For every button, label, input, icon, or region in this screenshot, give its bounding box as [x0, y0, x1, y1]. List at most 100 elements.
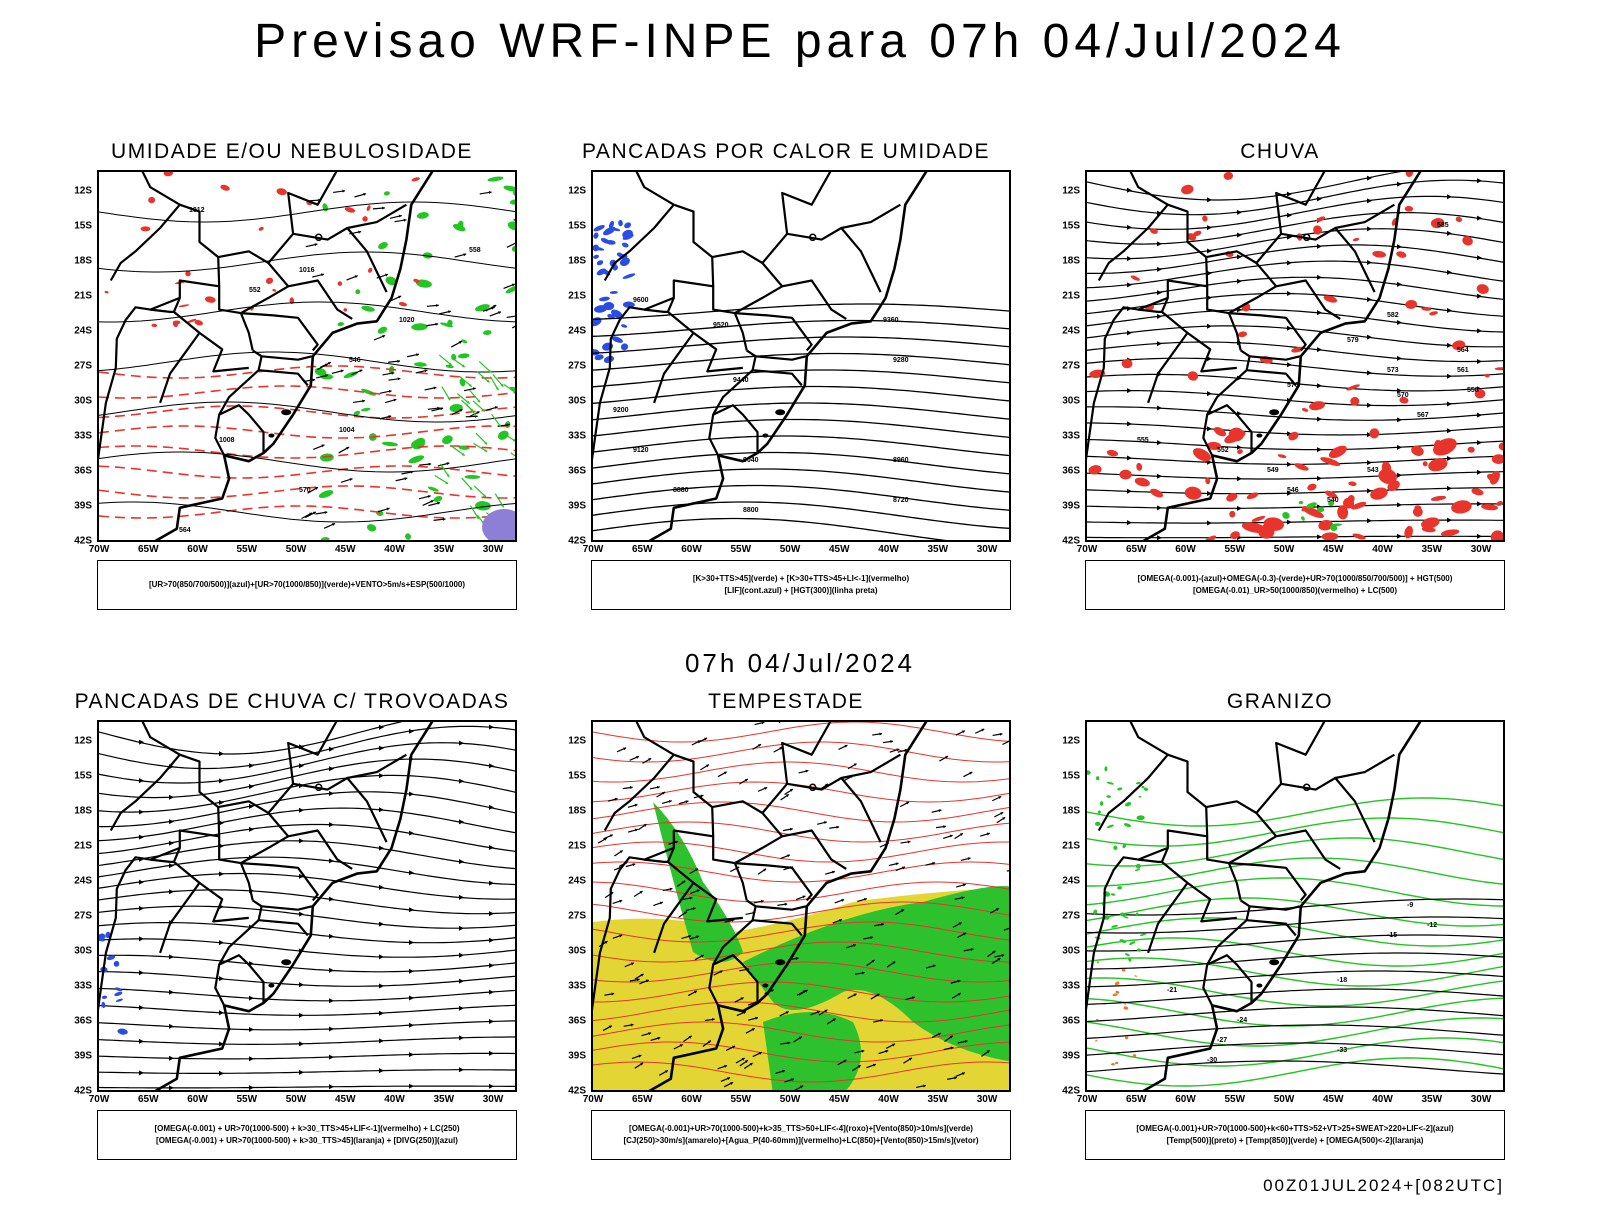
longitude-tick-label: 55W: [236, 544, 257, 555]
longitude-tick-label: 65W: [138, 1094, 159, 1105]
legend-box: [OMEGA(-0.001)+UR>70(1000-500)+k<60+TTS>…: [1085, 1110, 1505, 1160]
longitude-tick-label: 70W: [1077, 1094, 1098, 1105]
svg-text:573: 573: [1387, 367, 1399, 374]
latitude-tick-label: 33S: [1062, 980, 1080, 991]
latitude-tick-label: 33S: [74, 980, 92, 991]
latitude-tick-label: 39S: [1062, 500, 1080, 511]
legend-line: [OMEGA(-0.001) + UR>70(1000-500) + k>30_…: [156, 1135, 458, 1147]
longitude-tick-label: 50W: [780, 1094, 801, 1105]
longitude-tick-label: 60W: [1175, 1094, 1196, 1105]
legend-line: [OMEGA(-0.001) + UR>70(1000-500) + k>30_…: [154, 1123, 459, 1135]
legend-box: [OMEGA(-0.001) + UR>70(1000-500) + k>30_…: [97, 1110, 517, 1160]
forecast-title: Previsao WRF-INPE para 07h 04/Jul/2024: [0, 14, 1600, 69]
latitude-tick-label: 24S: [74, 325, 92, 336]
legend-box: [K>30+TTS>45](verde) + [K>30+TTS>45+LI<-…: [591, 560, 1011, 610]
longitude-tick-label: 50W: [286, 1094, 307, 1105]
longitude-tick-label: 35W: [927, 1094, 948, 1105]
latitude-tick-label: 21S: [568, 290, 586, 301]
svg-text:9600: 9600: [633, 297, 649, 304]
svg-text:561: 561: [1457, 367, 1469, 374]
latitude-tick-label: 39S: [568, 500, 586, 511]
latitude-tick-label: 12S: [74, 185, 92, 196]
latitude-tick-label: 24S: [568, 875, 586, 886]
svg-text:552: 552: [249, 287, 261, 294]
longitude-tick-label: 55W: [1224, 544, 1245, 555]
svg-text:558: 558: [1467, 387, 1479, 394]
panel-title: PANCADAS DE CHUVA C/ TROVOADAS: [52, 690, 532, 714]
latitude-tick-label: 12S: [1062, 185, 1080, 196]
latitude-tick-label: 24S: [74, 875, 92, 886]
longitude-tick-label: 30W: [1471, 1094, 1492, 1105]
longitude-tick-label: 60W: [187, 544, 208, 555]
longitude-tick-label: 70W: [583, 544, 604, 555]
legend-line: [Temp(500)](preto) + [Temp(850)](verde) …: [1167, 1135, 1424, 1147]
longitude-tick-label: 35W: [433, 544, 454, 555]
latitude-tick-label: 27S: [74, 360, 92, 371]
latitude-tick-label: 39S: [74, 500, 92, 511]
latitude-tick-label: 12S: [1062, 735, 1080, 746]
panel-title: CHUVA: [1040, 140, 1520, 164]
svg-text:8800: 8800: [743, 507, 759, 514]
latitude-tick-label: 12S: [568, 185, 586, 196]
svg-text:1008: 1008: [219, 437, 235, 444]
longitude-tick-label: 50W: [286, 544, 307, 555]
longitude-tick-label: 65W: [632, 544, 653, 555]
svg-text:9120: 9120: [633, 447, 649, 454]
latitude-tick-label: 18S: [1062, 255, 1080, 266]
map-tempestade: [591, 720, 1011, 1092]
svg-text:8960: 8960: [893, 457, 909, 464]
latitude-tick-label: 21S: [568, 840, 586, 851]
longitude-tick-label: 40W: [878, 1094, 899, 1105]
svg-text:567: 567: [1417, 412, 1429, 419]
svg-text:9200: 9200: [613, 407, 629, 414]
longitude-tick-label: 35W: [1421, 1094, 1442, 1105]
longitude-tick-label: 35W: [433, 1094, 454, 1105]
svg-text:570: 570: [299, 487, 311, 494]
latitude-tick-label: 30S: [74, 945, 92, 956]
longitude-tick-label: 65W: [1126, 1094, 1147, 1105]
svg-text:585: 585: [1437, 222, 1449, 229]
svg-text:-18: -18: [1337, 977, 1347, 984]
svg-text:579: 579: [1347, 337, 1359, 344]
svg-text:8880: 8880: [673, 487, 689, 494]
panel-title: GRANIZO: [1040, 690, 1520, 714]
legend-line: [OMEGA(-0.001)-(azul)+OMEGA(-0.3)-(verde…: [1138, 573, 1453, 585]
latitude-tick-label: 12S: [568, 735, 586, 746]
longitude-tick-label: 35W: [1421, 544, 1442, 555]
svg-text:546: 546: [349, 357, 361, 364]
svg-text:540: 540: [1327, 497, 1339, 504]
longitude-tick-label: 30W: [1471, 544, 1492, 555]
svg-text:-33: -33: [1337, 1047, 1347, 1054]
latitude-tick-label: 15S: [1062, 770, 1080, 781]
svg-text:-9: -9: [1407, 902, 1413, 909]
latitude-tick-label: 36S: [74, 465, 92, 476]
longitude-tick-label: 30W: [977, 544, 998, 555]
longitude-tick-label: 35W: [927, 544, 948, 555]
longitude-tick-label: 40W: [878, 544, 899, 555]
svg-text:-27: -27: [1217, 1037, 1227, 1044]
latitude-tick-label: 39S: [568, 1050, 586, 1061]
map-canvas: 5855825795765735705675645615585555525495…: [1087, 172, 1505, 542]
longitude-tick-label: 55W: [1224, 1094, 1245, 1105]
longitude-tick-label: 50W: [1274, 544, 1295, 555]
longitude-tick-label: 45W: [1323, 544, 1344, 555]
map-trovoadas: [97, 720, 517, 1092]
latitude-tick-label: 15S: [74, 770, 92, 781]
latitude-tick-label: 30S: [74, 395, 92, 406]
latitude-tick-label: 27S: [1062, 360, 1080, 371]
svg-text:-21: -21: [1167, 987, 1177, 994]
latitude-tick-label: 15S: [568, 770, 586, 781]
latitude-tick-label: 18S: [568, 255, 586, 266]
legend-line: [OMEGA(-0.01)_UR>50(1000/850)(vermelho) …: [1193, 585, 1397, 597]
longitude-tick-label: 60W: [681, 1094, 702, 1105]
svg-text:1016: 1016: [299, 267, 315, 274]
svg-text:558: 558: [469, 247, 481, 254]
latitude-tick-label: 18S: [568, 805, 586, 816]
